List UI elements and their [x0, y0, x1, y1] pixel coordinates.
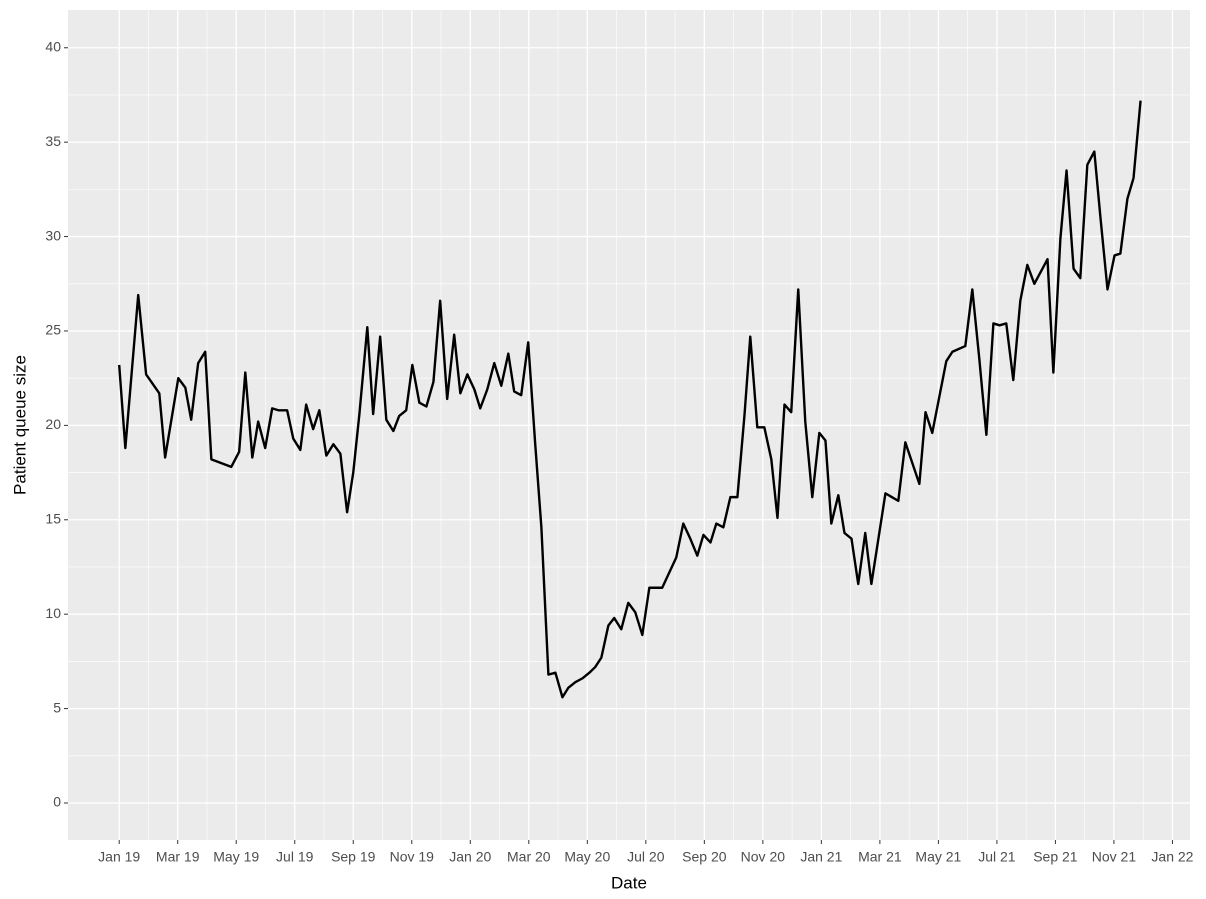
x-tick-label: Jul 21 [978, 849, 1016, 865]
x-tick-label: Jul 20 [627, 849, 665, 865]
data-line [118, 100, 1142, 699]
x-tick-label: May 20 [564, 849, 610, 865]
x-tick-label: Jul 19 [276, 849, 314, 865]
x-tick-label: Jan 21 [800, 849, 842, 865]
y-tick-label: 30 [45, 227, 61, 243]
x-tick-label: Sep 20 [682, 849, 727, 865]
y-tick-label: 25 [45, 322, 61, 338]
x-tick-label: Mar 21 [858, 849, 902, 865]
x-tick-label: Mar 20 [507, 849, 551, 865]
y-tick-label: 0 [53, 794, 61, 810]
x-tick-label: May 19 [213, 849, 259, 865]
y-tick-label: 20 [45, 416, 61, 432]
x-tick-label: Nov 20 [741, 849, 786, 865]
y-tick-label: 5 [53, 699, 61, 715]
y-tick-label: 40 [45, 38, 61, 54]
x-tick-label: Jan 22 [1151, 849, 1193, 865]
x-tick-label: Sep 21 [1033, 849, 1078, 865]
x-tick-label: Nov 19 [390, 849, 435, 865]
y-axis-title: Patient queue size [10, 355, 29, 495]
x-tick-label: Mar 19 [156, 849, 200, 865]
x-tick-label: May 21 [915, 849, 961, 865]
x-axis-title: Date [611, 873, 647, 892]
y-tick-label: 15 [45, 510, 61, 526]
x-tick-label: Jan 20 [449, 849, 491, 865]
x-tick-label: Sep 19 [331, 849, 376, 865]
y-tick-label: 35 [45, 133, 61, 149]
x-tick-label: Nov 21 [1092, 849, 1137, 865]
y-tick-label: 10 [45, 605, 61, 621]
x-tick-label: Jan 19 [98, 849, 140, 865]
